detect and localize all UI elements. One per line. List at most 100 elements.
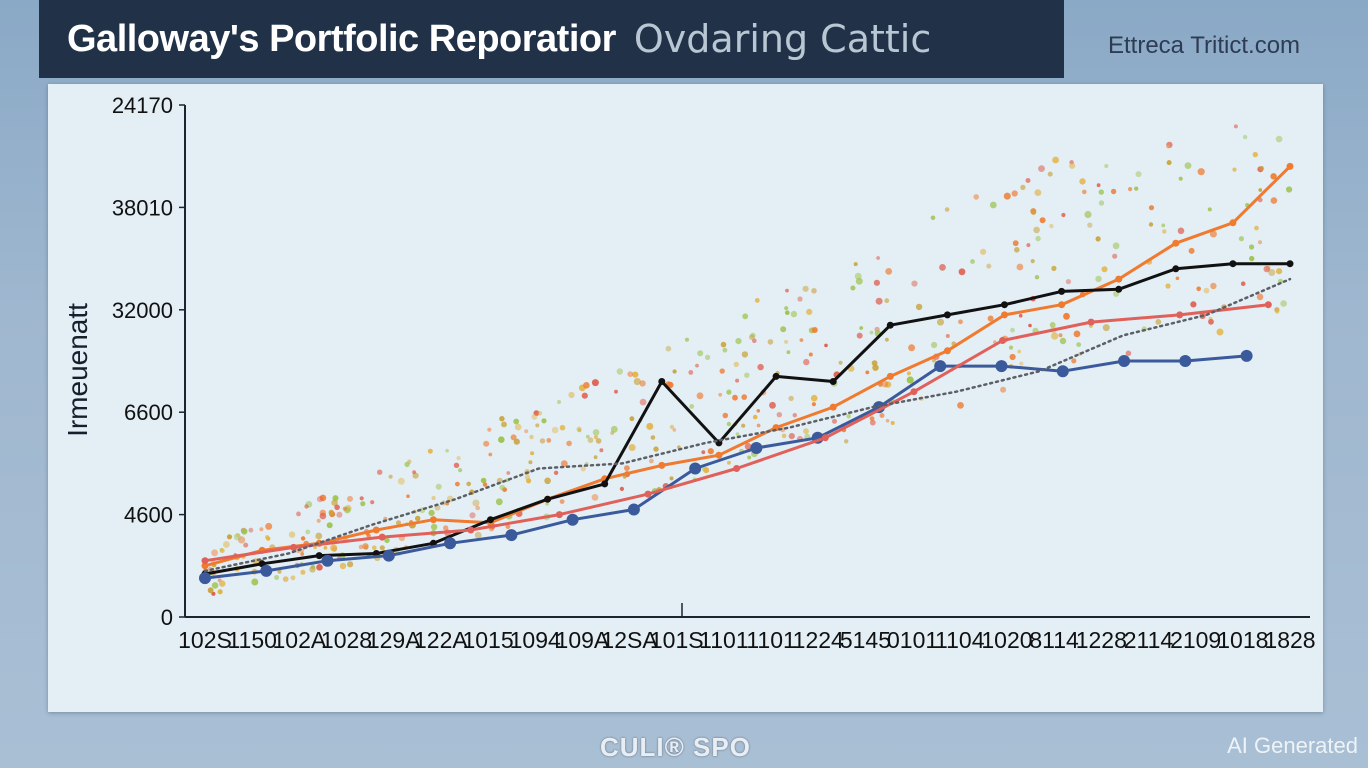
scatter-dot — [1197, 168, 1205, 176]
scatter-dot — [1207, 207, 1212, 212]
scatter-dot — [217, 589, 223, 595]
scatter-dot — [1188, 247, 1195, 254]
scatter-dot — [785, 288, 789, 293]
scatter-dot — [316, 518, 321, 523]
scatter-dot — [741, 351, 749, 358]
scatter-dot — [957, 402, 964, 409]
scatter-dot — [696, 392, 704, 400]
scatter-dot — [881, 380, 889, 388]
series-point-red — [467, 526, 475, 534]
x-tick-label: 122A — [414, 627, 468, 653]
scatter-dot — [1274, 309, 1280, 314]
chart-subtitle: Ovdaring Cattic — [633, 17, 932, 61]
scatter-dot — [1259, 166, 1265, 171]
scatter-dot — [581, 392, 588, 399]
scatter-dot — [513, 438, 520, 445]
series-point-red — [1176, 311, 1184, 319]
scatter-dot — [973, 194, 979, 200]
scatter-dot — [633, 377, 641, 386]
series-point-black — [315, 552, 323, 560]
series-point-red — [555, 511, 563, 519]
scatter-dot — [803, 428, 809, 435]
scatter-dot — [488, 452, 493, 457]
scatter-dot — [769, 401, 776, 409]
scatter-dot — [466, 481, 472, 487]
series-point-red — [290, 543, 298, 551]
series-point-red — [999, 337, 1006, 344]
scatter-dot — [869, 419, 876, 426]
scatter-dot — [296, 511, 301, 517]
scatter-dot — [832, 418, 837, 424]
series-point-black — [943, 311, 951, 319]
scatter-dot — [404, 461, 410, 468]
scatter-dot — [650, 435, 656, 440]
scatter-dot — [1165, 283, 1171, 289]
scatter-dot — [1190, 301, 1197, 308]
scatter-dot — [649, 458, 654, 464]
series-point-blue — [1240, 349, 1253, 362]
scatter-dot — [744, 372, 750, 378]
scatter-dot — [265, 522, 273, 530]
series-point-blue — [505, 529, 518, 542]
scatter-dot — [1148, 205, 1155, 211]
scatter-dot — [557, 400, 561, 404]
series-point-black — [1286, 260, 1294, 268]
footer-logo: CULI® SPO — [600, 732, 751, 762]
scatter-dot — [850, 285, 856, 291]
scatter-dot — [1061, 212, 1066, 218]
scatter-dot — [1073, 330, 1081, 338]
scatter-dot — [780, 326, 787, 333]
scatter-dot — [499, 484, 506, 491]
y-tick-label: 32000 — [112, 298, 173, 323]
scatter-dot — [1125, 350, 1132, 357]
scatter-dot — [359, 496, 364, 501]
scatter-dot — [591, 379, 599, 387]
scatter-dot — [1249, 255, 1255, 262]
scatter-dot — [1270, 197, 1278, 204]
x-tick-label: 5145 — [840, 627, 891, 653]
scatter-dot — [580, 466, 586, 472]
x-tick-label: 1101 — [699, 627, 748, 653]
scatter-dot — [304, 504, 309, 509]
scatter-dot — [697, 350, 704, 357]
scatter-dot — [530, 451, 535, 456]
scatter-dot — [811, 402, 817, 407]
scatter-dot — [885, 268, 893, 275]
scatter-dot — [526, 478, 532, 484]
scatter-dot — [1014, 247, 1020, 253]
scatter-dot — [331, 499, 338, 507]
scatter-dot — [707, 448, 714, 455]
series-point-black — [829, 378, 837, 385]
scatter-dot — [1038, 165, 1045, 173]
scatter-dot — [384, 537, 390, 544]
series-point-red — [201, 557, 209, 565]
scatter-dot — [223, 541, 230, 548]
scatter-dot — [703, 467, 710, 474]
y-axis-label: Irmeuenatt — [62, 303, 93, 437]
series-point-orange — [943, 347, 951, 355]
scatter-dot — [958, 268, 966, 276]
scatter-dot — [784, 306, 789, 311]
scatter-dot — [628, 444, 636, 451]
x-tick-label: 2114 — [1124, 627, 1174, 653]
scatter-dot — [688, 370, 694, 375]
scatter-dot — [890, 421, 895, 425]
series-point-black — [487, 516, 494, 524]
scatter-dot — [1162, 229, 1167, 234]
scatter-dot — [726, 421, 732, 427]
x-tick-label: 1101 — [746, 627, 795, 653]
scatter-dot — [499, 416, 505, 422]
scatter-dot — [1233, 124, 1238, 129]
scatter-dot — [1049, 223, 1054, 229]
scatter-dot — [1178, 176, 1183, 181]
scatter-dot — [430, 523, 438, 531]
scatter-dot — [319, 512, 327, 520]
series-point-orange — [1115, 275, 1123, 283]
scatter-dot — [859, 326, 864, 330]
scatter-dot — [505, 524, 511, 529]
y-tick-label: 0 — [161, 605, 173, 630]
scatter-dot — [869, 330, 874, 335]
scatter-dot — [506, 471, 511, 475]
scatter-dot — [632, 371, 639, 378]
